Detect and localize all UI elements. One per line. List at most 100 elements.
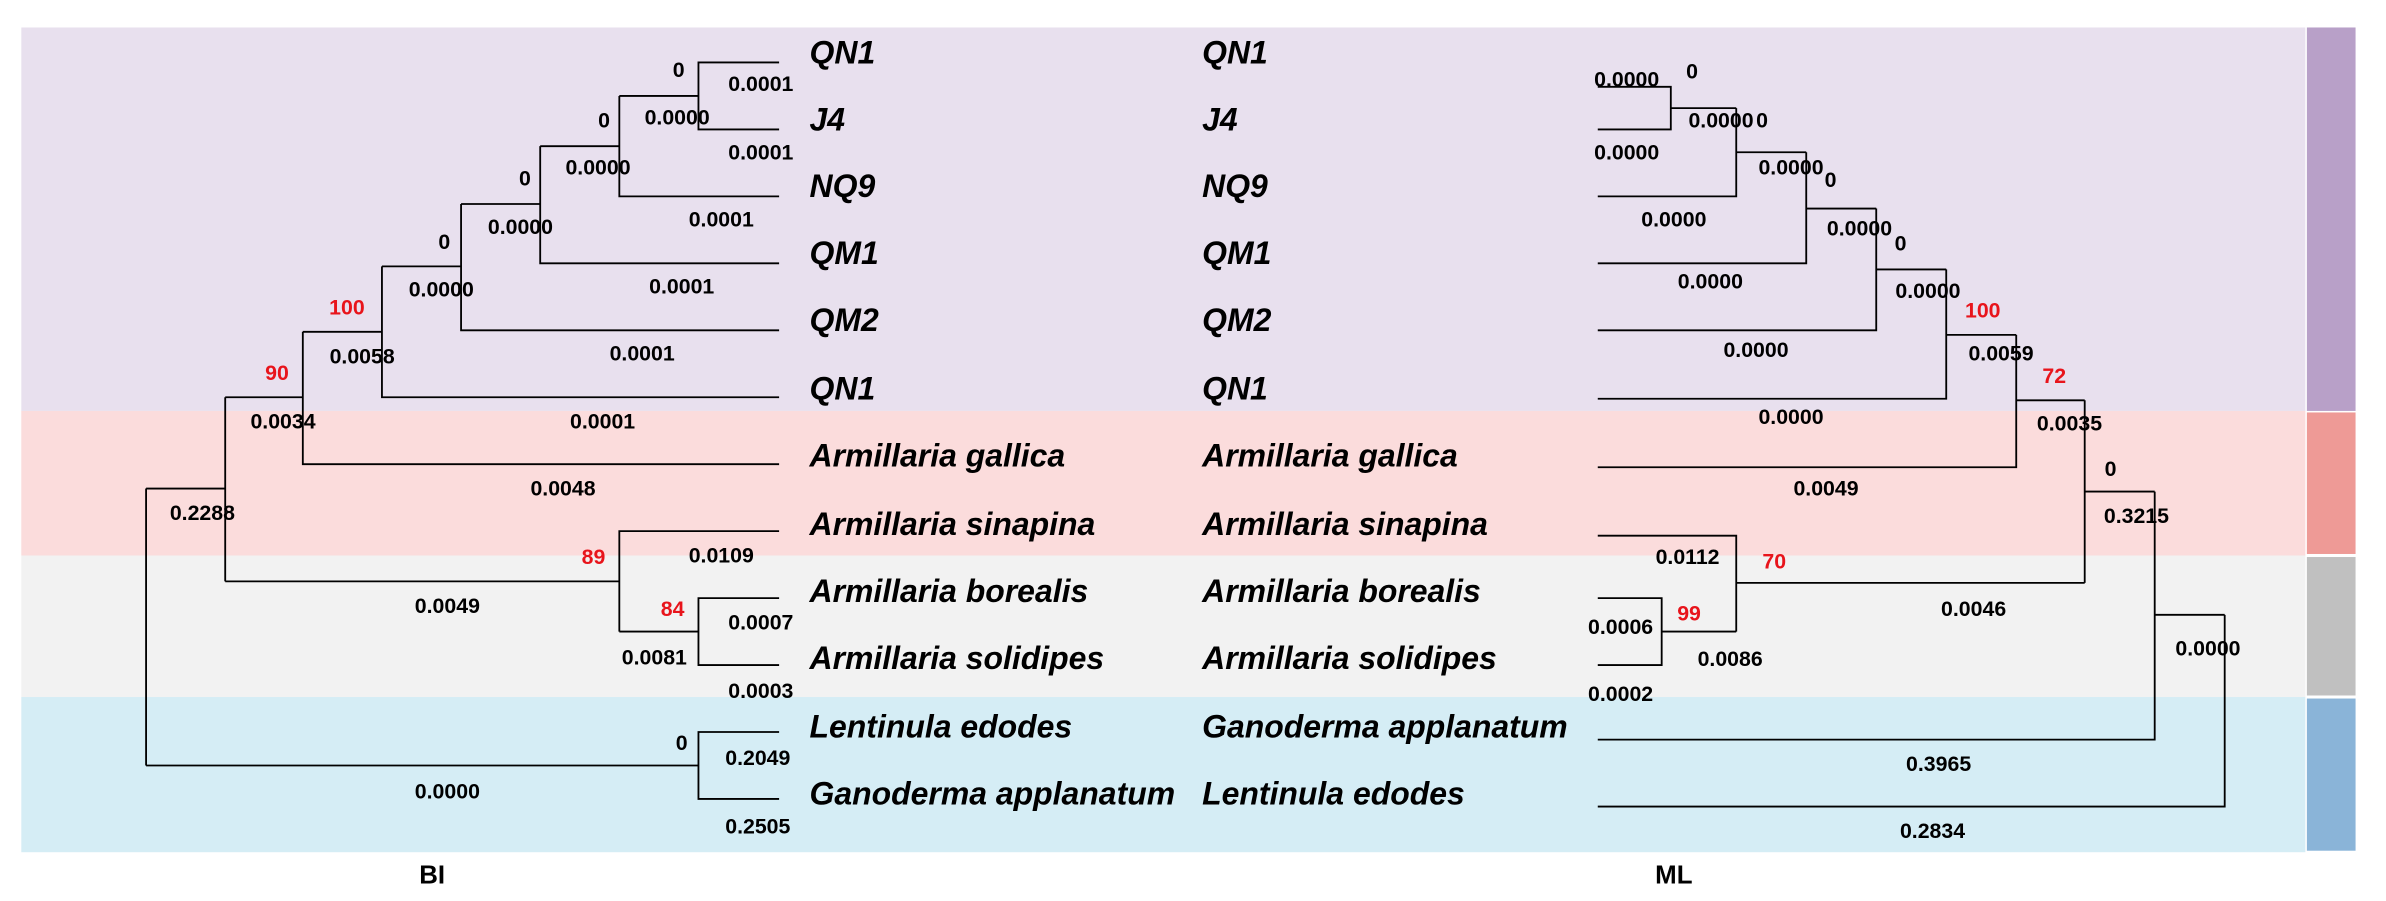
taxon-label: QN1 xyxy=(810,371,876,407)
branch-length: 0.2049 xyxy=(725,746,790,770)
taxon-label: Ganoderma applanatum xyxy=(810,775,1176,811)
branch-length: 0.0000 xyxy=(1895,279,1960,303)
branch-length: 0.0000 xyxy=(409,277,474,301)
support-value: 84 xyxy=(661,597,685,621)
branch-length: 0.0000 xyxy=(645,105,710,129)
branch-length: 0.0058 xyxy=(330,344,395,368)
branch-length: 0.0000 xyxy=(1758,405,1823,429)
branch-length: 0.0049 xyxy=(415,594,480,618)
taxon-label: QM2 xyxy=(1202,302,1271,338)
branch-length: 0.0086 xyxy=(1698,647,1763,671)
support-value: 0 xyxy=(673,58,685,82)
band-pink xyxy=(21,410,2306,556)
taxon-label: NQ9 xyxy=(810,168,876,204)
support-value: 0 xyxy=(1756,108,1768,132)
taxon-label: QN1 xyxy=(810,34,876,70)
branch-length: 0.0000 xyxy=(1641,207,1706,231)
clade-bands xyxy=(21,27,2356,853)
branch-length: 0.2288 xyxy=(170,501,235,525)
tree-caption: BI xyxy=(419,861,445,889)
taxon-label: Armillaria borealis xyxy=(809,573,1089,609)
branch-length: 0.0000 xyxy=(565,156,630,180)
support-value: 70 xyxy=(1762,550,1786,574)
support-value: 0 xyxy=(676,731,688,755)
bi-tree xyxy=(145,61,780,800)
taxon-label: QM1 xyxy=(1202,235,1271,271)
support-value: 100 xyxy=(329,296,365,320)
support-value: 100 xyxy=(1965,299,2001,323)
branch-length: 0.0001 xyxy=(570,410,635,434)
taxon-label: Armillaria solidipes xyxy=(1201,640,1497,676)
support-value: 72 xyxy=(2042,364,2066,388)
support-value: 99 xyxy=(1677,601,1701,625)
support-value: 0 xyxy=(519,166,531,190)
support-value: 89 xyxy=(582,545,606,569)
branch-length: 0.0109 xyxy=(689,544,754,568)
bar-purple xyxy=(2306,27,2356,411)
taxon-label: Armillaria gallica xyxy=(809,438,1066,474)
support-value: 90 xyxy=(265,361,289,385)
branch-length: 0.0001 xyxy=(649,274,714,298)
tree-caption: ML xyxy=(1655,861,1692,889)
taxon-label: Lentinula edodes xyxy=(1202,775,1465,811)
branch-length: 0.0000 xyxy=(1594,140,1659,164)
branch-length: 0.0034 xyxy=(250,410,315,434)
branch-length: 0.0000 xyxy=(1758,156,1823,180)
branch-length: 0.0035 xyxy=(2037,411,2102,435)
branch-length: 0.0049 xyxy=(1793,477,1858,501)
branch-length: 0.0000 xyxy=(488,215,553,239)
support-value: 0 xyxy=(438,230,450,254)
taxon-label: Armillaria sinapina xyxy=(809,506,1096,542)
branch-length: 0.0048 xyxy=(530,477,595,501)
branch-length: 0.0003 xyxy=(728,679,793,703)
taxon-label: QN1 xyxy=(1202,34,1268,70)
branch-length: 0.0000 xyxy=(1723,338,1788,362)
taxon-label: Armillaria gallica xyxy=(1201,438,1458,474)
support-value: 0 xyxy=(2105,457,2117,481)
taxon-label: J4 xyxy=(1202,101,1238,137)
branch-length: 0.3965 xyxy=(1906,752,1971,776)
branch-length: 0.0000 xyxy=(1678,270,1743,294)
band-purple xyxy=(21,27,2306,411)
branch-length: 0.0000 xyxy=(1688,108,1753,132)
branch-length: 0.2834 xyxy=(1900,819,1965,843)
bar-pink xyxy=(2306,412,2356,554)
branch-length: 0.0059 xyxy=(1968,341,2033,365)
bar-gray xyxy=(2306,557,2356,696)
ml-tree xyxy=(1597,85,2226,808)
taxon-label: Ganoderma applanatum xyxy=(1202,708,1568,744)
branch-length: 0.0000 xyxy=(1594,67,1659,91)
branch-length: 0.0002 xyxy=(1588,682,1653,706)
taxon-label: QM1 xyxy=(810,235,879,271)
support-value: 0 xyxy=(598,108,610,132)
support-value: 0 xyxy=(1686,60,1698,84)
band-gray xyxy=(21,555,2306,698)
branch-length: 0.0007 xyxy=(728,611,793,635)
taxon-label: Armillaria borealis xyxy=(1201,573,1481,609)
branches xyxy=(1597,85,2226,808)
branch-length: 0.0000 xyxy=(2175,636,2240,660)
branch-length: 0.3215 xyxy=(2104,504,2169,528)
taxon-label: Armillaria solidipes xyxy=(809,640,1105,676)
branch-length: 0.0112 xyxy=(1656,545,1720,569)
taxon-label: Lentinula edodes xyxy=(810,708,1073,744)
branch-length: 0.0001 xyxy=(728,72,793,96)
branch-length: 0.0000 xyxy=(415,780,480,804)
taxon-label: J4 xyxy=(810,101,846,137)
branch-length: 0.0000 xyxy=(1827,216,1892,240)
support-value: 0 xyxy=(1825,168,1837,192)
band-blue xyxy=(21,697,2306,853)
branch-length: 0.0001 xyxy=(728,140,793,164)
branch-length: 0.0006 xyxy=(1588,615,1653,639)
branch-length: 0.0046 xyxy=(1941,597,2006,621)
branch-length: 0.0001 xyxy=(689,207,754,231)
taxon-label: QM2 xyxy=(810,302,879,338)
branches xyxy=(145,61,780,800)
taxon-label: NQ9 xyxy=(1202,168,1268,204)
taxon-label: QN1 xyxy=(1202,371,1268,407)
branch-length: 0.0001 xyxy=(610,341,675,365)
taxon-label: Armillaria sinapina xyxy=(1201,506,1488,542)
branch-length: 0.2505 xyxy=(725,815,790,839)
support-value: 0 xyxy=(1895,232,1907,256)
